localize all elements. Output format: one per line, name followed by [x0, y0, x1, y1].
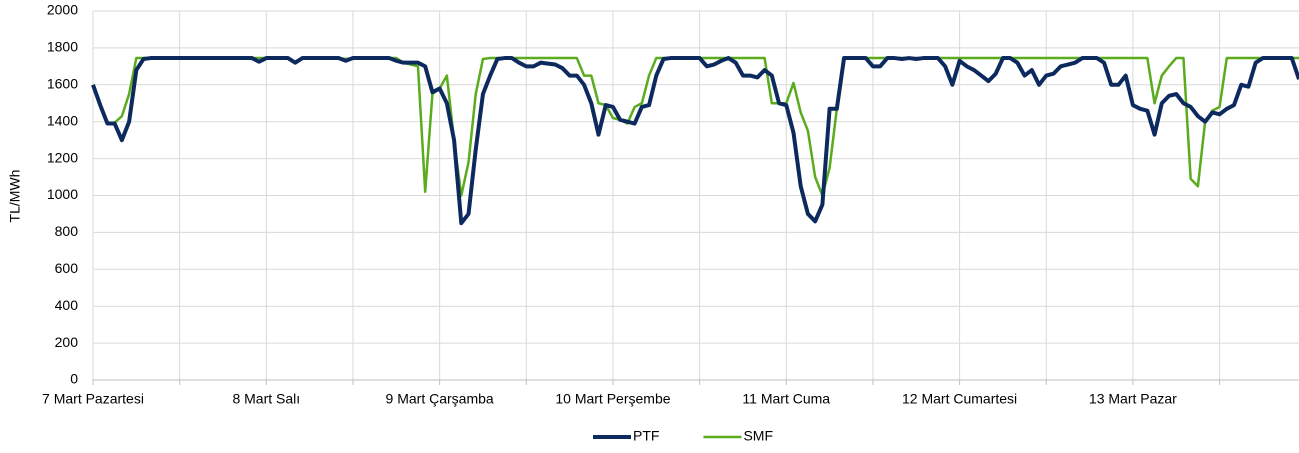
y-tick-label: 800: [55, 223, 79, 239]
y-tick-label: 400: [55, 297, 79, 313]
line-series: [91, 56, 1299, 197]
x-tick-label: 13 Mart Pazar: [1089, 391, 1177, 407]
x-tick-label: 11 Mart Cuma: [742, 391, 830, 407]
y-tick-label: 200: [55, 334, 79, 350]
legend-label: PTF: [633, 428, 659, 444]
x-tick-label: 8 Mart Salı: [232, 391, 300, 407]
y-tick-label: 2000: [47, 2, 78, 18]
y-tick-label: 1600: [47, 76, 78, 92]
legend-label: SMF: [743, 428, 773, 444]
line-series: [91, 56, 1299, 226]
x-tick-label: 9 Mart Çarşamba: [386, 391, 494, 407]
y-tick-label: 0: [70, 371, 78, 387]
x-tick-label: 12 Mart Cumartesi: [902, 391, 1017, 407]
y-tick-label: 1000: [47, 186, 78, 202]
x-tick-label: 7 Mart Pazartesi: [42, 391, 144, 407]
y-tick-label: 1200: [47, 149, 78, 165]
y-axis-label: TL/MWh: [7, 170, 23, 223]
y-tick-label: 1800: [47, 39, 78, 55]
y-tick-label: 600: [55, 260, 79, 276]
y-tick-label: 1400: [47, 112, 78, 128]
x-tick-label: 10 Mart Perşembe: [555, 391, 670, 407]
